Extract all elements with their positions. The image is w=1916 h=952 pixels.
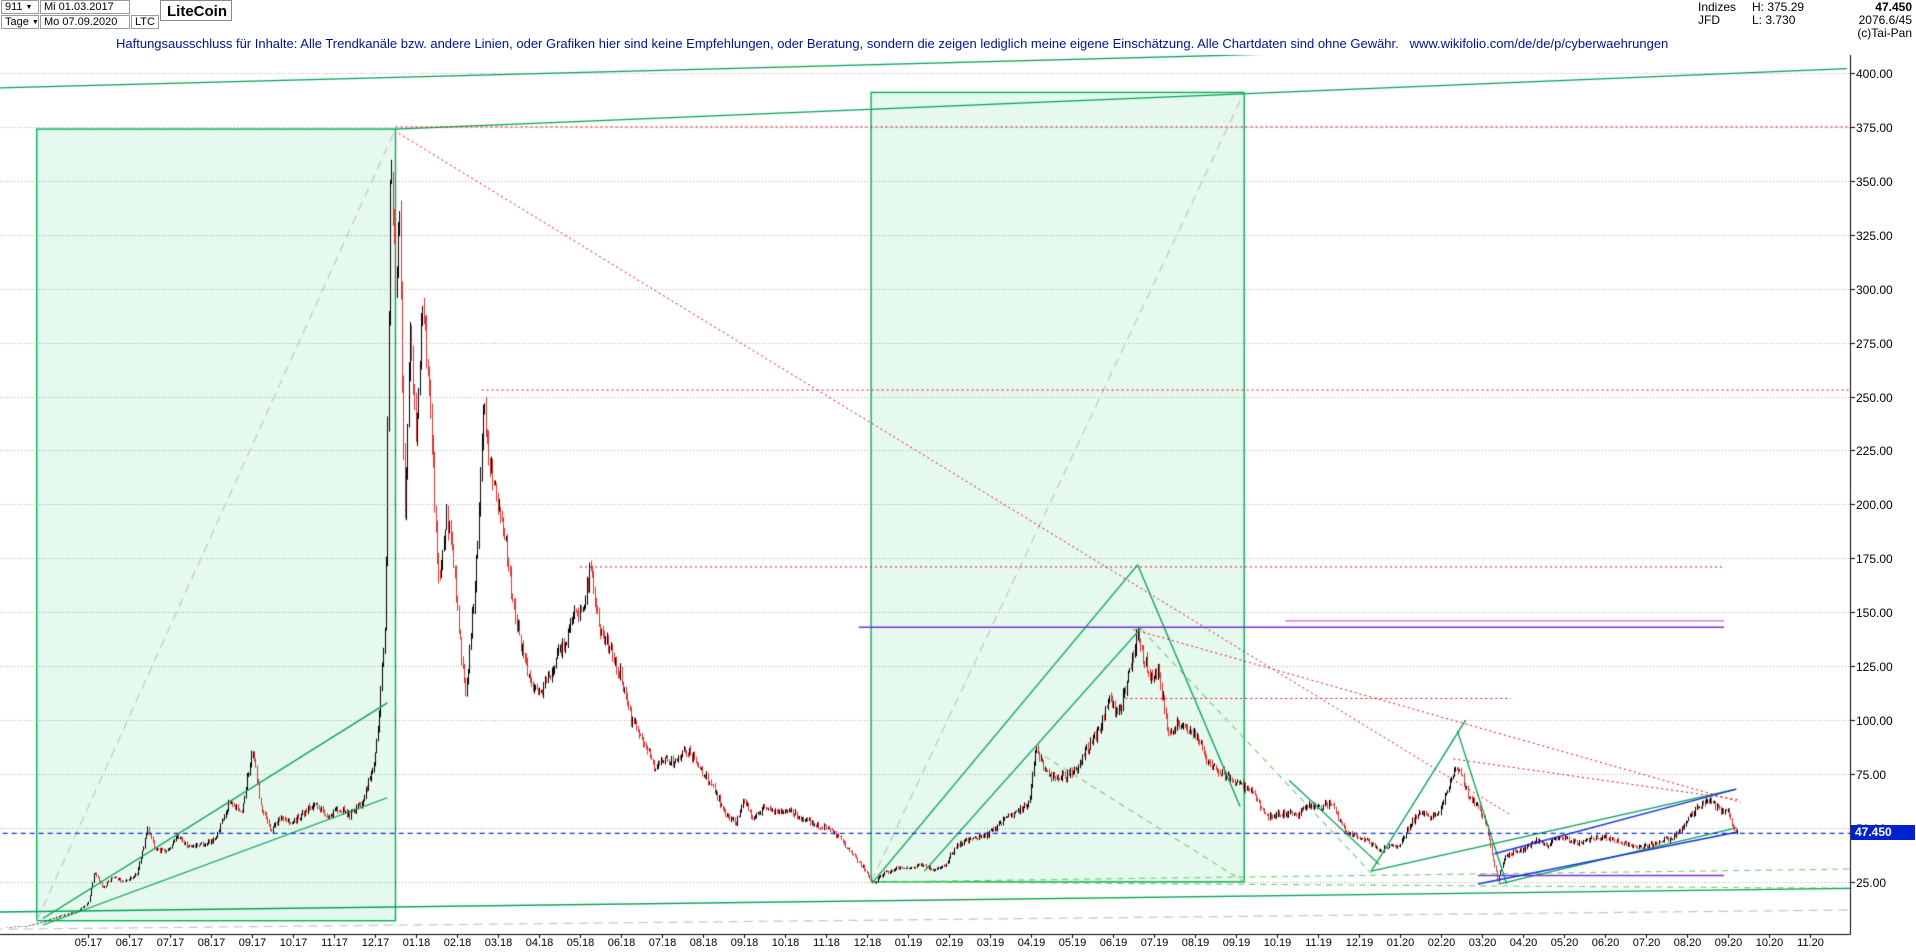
- provider-label: JFD: [1698, 13, 1720, 27]
- y-axis-label: 200.00: [1856, 497, 1893, 512]
- x-axis-label: 01.20: [1386, 937, 1415, 949]
- extra-quote-value: 2076.6/45: [1858, 13, 1912, 27]
- period-low-label: L: 3.730: [1752, 13, 1796, 27]
- y-axis-label: 100.00: [1856, 713, 1893, 728]
- x-axis-label: 07.20: [1632, 937, 1661, 949]
- y-axis-label: 400.00: [1856, 66, 1893, 81]
- x-axis-label: 09.19: [1222, 937, 1251, 949]
- x-axis-label: 06.18: [607, 937, 636, 949]
- x-axis-label: 02.19: [935, 937, 964, 949]
- x-axis-label: 05.18: [566, 937, 595, 949]
- x-axis-label: 08.18: [689, 937, 718, 949]
- x-axis-label: 12.17: [361, 937, 390, 949]
- x-axis-label: 03.20: [1468, 937, 1497, 949]
- y-axis-label: 250.00: [1856, 390, 1893, 405]
- x-axis-label: 05.19: [1058, 937, 1087, 949]
- x-axis-label: 04.18: [525, 937, 554, 949]
- y-axis-label: 275.00: [1856, 336, 1893, 351]
- market-group-label: Indizes: [1698, 0, 1737, 14]
- copyright-label: (c)Tai-Pan: [1857, 26, 1912, 40]
- y-axis-label: 125.00: [1856, 659, 1893, 674]
- period-value: Tage: [5, 16, 29, 28]
- x-axis-label: 01.19: [894, 937, 923, 949]
- y-axis-label: 225.00: [1856, 443, 1893, 458]
- period-high-label: H: 375.29: [1752, 0, 1805, 14]
- last-price-tag: 47.450: [1851, 825, 1915, 841]
- x-axis-label: 09.20: [1714, 937, 1743, 949]
- x-axis-label: 09.17: [238, 937, 267, 949]
- x-axis-label: 09.18: [730, 937, 759, 949]
- x-axis-label: 03.18: [484, 937, 513, 949]
- y-axis-label: 150.00: [1856, 605, 1893, 620]
- x-axis-label: 06.19: [1099, 937, 1128, 949]
- date-to-field[interactable]: Mo 07.09.2020: [40, 15, 130, 29]
- bars-count-value: 911: [5, 1, 23, 13]
- x-axis-label: 10.20: [1755, 937, 1784, 949]
- y-axis-label: 350.00: [1856, 174, 1893, 189]
- x-axis-label: 08.19: [1181, 937, 1210, 949]
- x-axis-label: 10.17: [279, 937, 308, 949]
- y-axis-label: 300.00: [1856, 282, 1893, 297]
- y-axis-label: 175.00: [1856, 551, 1893, 566]
- y-axis-label: 25.00: [1856, 875, 1887, 890]
- disclaimer-text: Haftungsausschluss für Inhalte: Alle Tre…: [116, 36, 1669, 51]
- x-axis-label: 11.18: [813, 937, 840, 949]
- x-axis-label: 05.17: [74, 937, 103, 949]
- x-axis-label: 08.17: [197, 937, 226, 949]
- x-axis-label: 06.17: [115, 937, 144, 949]
- date-from-field[interactable]: Mi 01.03.2017: [40, 0, 130, 14]
- symbol-value: LTC: [135, 16, 155, 28]
- date-to-value: Mo 07.09.2020: [44, 16, 118, 28]
- x-axis-label: 11.19: [1305, 937, 1332, 949]
- x-axis-label: 07.19: [1140, 937, 1169, 949]
- x-axis-label: 12.19: [1345, 937, 1374, 949]
- bars-count-dropdown[interactable]: 911 ▼: [1, 0, 39, 14]
- last-price-value: 47.450: [1875, 0, 1912, 14]
- x-axis-label: 04.19: [1017, 937, 1046, 949]
- x-axis-label: 12.18: [853, 937, 882, 949]
- x-axis-label: 07.17: [156, 937, 185, 949]
- instrument-title: LiteCoin: [160, 0, 232, 21]
- date-from-value: Mi 01.03.2017: [44, 1, 114, 13]
- x-axis-label: 04.20: [1509, 937, 1538, 949]
- x-axis-label: 03.19: [976, 937, 1005, 949]
- symbol-field[interactable]: LTC: [131, 15, 159, 29]
- x-axis-label: 05.20: [1550, 937, 1579, 949]
- y-axis-label: 325.00: [1856, 228, 1893, 243]
- y-axis-label: 75.00: [1856, 767, 1887, 782]
- x-axis-label: 02.18: [443, 937, 472, 949]
- chevron-down-icon: ▼: [25, 3, 33, 11]
- period-dropdown[interactable]: Tage ▼: [1, 15, 39, 29]
- x-axis-label: 06.20: [1591, 937, 1620, 949]
- chevron-down-icon: ▼: [31, 18, 39, 26]
- x-axis-label: 02.20: [1427, 937, 1456, 949]
- y-axis-label: 375.00: [1856, 120, 1893, 135]
- x-axis-label: 11.17: [321, 937, 348, 949]
- x-axis-label: 10.19: [1263, 937, 1292, 949]
- x-axis-label: 11.20: [1797, 937, 1824, 949]
- x-axis-label: 10.18: [771, 937, 800, 949]
- x-axis-label: 07.18: [648, 937, 677, 949]
- x-axis-label: 08.20: [1673, 937, 1702, 949]
- x-axis-label: 01.18: [402, 937, 431, 949]
